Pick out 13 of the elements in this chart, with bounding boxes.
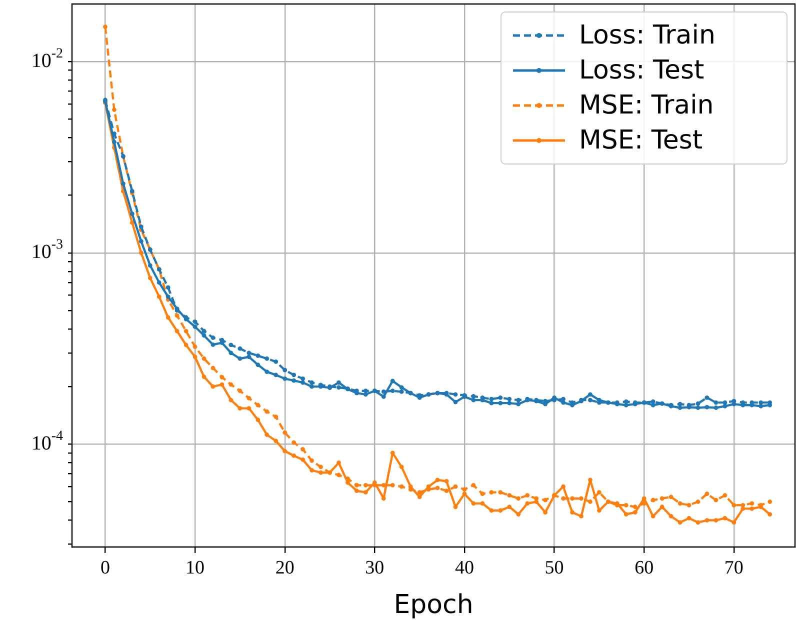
x-tick-label: 40 — [454, 557, 474, 578]
legend-label: Loss: Train — [579, 20, 716, 50]
legend-label: MSE: Train — [579, 90, 714, 120]
legend-label: Loss: Test — [579, 55, 704, 86]
x-tick-label: 0 — [100, 557, 110, 578]
x-tick-label: 10 — [186, 557, 205, 578]
x-tick-label: 30 — [365, 557, 384, 578]
x-axis-title: Epoch — [394, 590, 474, 620]
x-tick-label: 60 — [634, 557, 654, 578]
legend-label: MSE: Test — [579, 125, 703, 156]
x-tick-label: 50 — [544, 557, 564, 578]
x-tick-label: 70 — [724, 557, 744, 578]
x-tick-label: 20 — [275, 557, 294, 578]
